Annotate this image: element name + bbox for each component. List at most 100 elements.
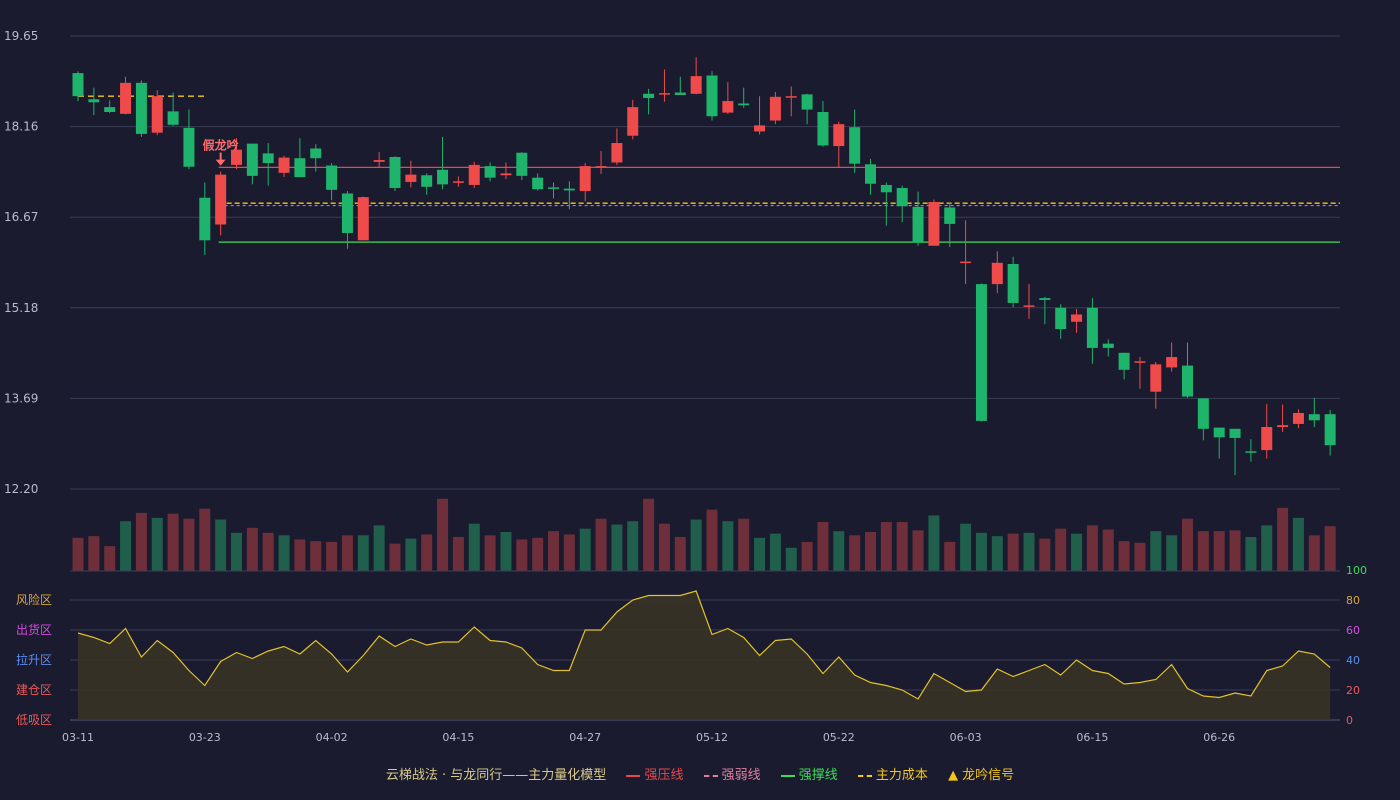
arrow-down-icon: [215, 159, 226, 166]
volume-bar: [944, 541, 956, 571]
zone-label: 拉升区: [16, 652, 52, 667]
candle-body: [833, 124, 845, 147]
indicator-tick-label: 40: [1346, 654, 1360, 667]
volume-bar: [548, 531, 559, 571]
candle-body: [1182, 365, 1193, 397]
volume-bar: [1213, 531, 1225, 571]
volume-bar: [1023, 532, 1035, 571]
candle-body: [421, 175, 433, 187]
volume-bar: [579, 528, 591, 571]
candle-body: [563, 188, 575, 191]
volume-bar: [722, 521, 734, 571]
candle-body: [769, 96, 781, 121]
zone-label: 出货区: [16, 622, 52, 637]
candle-body: [88, 99, 100, 103]
volume-bar: [1308, 535, 1320, 571]
candle-body: [849, 127, 861, 164]
candle-body: [801, 94, 813, 110]
legend-label: 龙吟信号: [962, 768, 1015, 783]
volume-bar: [1150, 531, 1162, 571]
volume-bar: [769, 533, 781, 571]
candle-body: [1102, 343, 1114, 348]
candle-body: [738, 103, 750, 106]
indicator-tick-label: 100: [1346, 564, 1367, 577]
candle-body: [1086, 307, 1098, 348]
indicator-tick-label: 20: [1346, 684, 1360, 697]
candle-body: [817, 112, 829, 146]
volume-bar: [341, 535, 353, 571]
x-axis: 03-11 03-23 04-02 04-15 04-27 05-12 05-22 06-03…: [62, 731, 1235, 744]
candle-body: [1023, 305, 1035, 307]
candle-body: [1055, 307, 1067, 330]
volume-bar: [674, 536, 686, 571]
price-tick-label: 12.20: [4, 482, 38, 496]
volume-bar: [1086, 525, 1098, 571]
chart-legend: 云梯战法 · 与龙同行——主力量化模型 强压线 强弱线 强撑线 主力成本 ▲ 龙吟…: [0, 764, 1400, 783]
volume-bar: [801, 541, 813, 571]
volume-bar: [72, 537, 84, 571]
indicator-area: [78, 591, 1331, 720]
legend-label: 强弱线: [721, 768, 761, 783]
candle-body: [294, 158, 306, 178]
volume-bar: [1071, 533, 1083, 571]
volume-bar: [183, 518, 195, 571]
candle-body: [1324, 414, 1336, 446]
volume-bar: [484, 535, 496, 571]
candle-body: [1150, 364, 1162, 392]
candle-body: [960, 261, 972, 264]
candle-body: [1134, 361, 1146, 363]
legend-item-signal[interactable]: ▲ 龙吟信号: [948, 764, 1014, 783]
volume-bar: [1134, 542, 1146, 571]
candle-body: [183, 127, 195, 167]
legend-item-strong-weak[interactable]: 强弱线: [703, 764, 761, 783]
volume-bar: [468, 523, 480, 571]
volume-bar: [754, 537, 766, 571]
candle-body: [722, 101, 734, 113]
candle-body: [437, 169, 449, 185]
candle-body: [912, 206, 924, 243]
volume-bar: [928, 515, 940, 571]
candle-body: [928, 201, 940, 246]
volume-bar: [658, 523, 670, 571]
candle-body: [1261, 426, 1273, 451]
candle-body: [611, 143, 623, 163]
level-lines: [78, 95, 1340, 243]
candle-body: [674, 92, 686, 95]
candle-body: [690, 76, 702, 94]
candle-body: [1292, 412, 1304, 424]
x-tick-label: 06-15: [1076, 731, 1108, 744]
volume-bar: [405, 538, 417, 571]
candle-body: [484, 166, 496, 178]
candle-body: [1229, 428, 1241, 438]
volume-bar: [532, 537, 544, 571]
volume-bar: [373, 525, 385, 571]
volume-bar: [880, 522, 892, 571]
candle-body: [627, 107, 639, 136]
volume-bar: [690, 519, 702, 571]
candle-body: [1071, 314, 1083, 322]
legend-title: 云梯战法 · 与龙同行——主力量化模型: [385, 768, 607, 783]
candle-body: [658, 93, 670, 95]
volume-bar: [1261, 525, 1273, 571]
volume-bar: [1292, 517, 1304, 571]
candle-body: [1213, 427, 1225, 438]
candle-body: [452, 181, 464, 183]
candle-body: [706, 75, 718, 117]
candle-body: [151, 96, 163, 133]
volume-bar: [120, 521, 132, 571]
volume-bar: [1245, 536, 1257, 571]
volume-bars: [70, 498, 1340, 572]
candlesticks: [72, 57, 1336, 476]
volume-bar: [88, 536, 100, 571]
indicator-line: [77, 590, 1331, 700]
volume-bar: [738, 518, 750, 571]
legend-item-main-cost[interactable]: 主力成本: [857, 764, 928, 783]
signal-label: 假龙吟: [203, 138, 239, 153]
volume-bar: [1055, 528, 1067, 571]
price-tick-label: 15.18: [4, 301, 38, 315]
legend-item-support[interactable]: 强撑线: [780, 764, 838, 783]
legend-item-strong-pressure[interactable]: 强压线: [626, 764, 683, 783]
volume-bar: [135, 512, 147, 571]
volume-bar: [785, 547, 797, 571]
